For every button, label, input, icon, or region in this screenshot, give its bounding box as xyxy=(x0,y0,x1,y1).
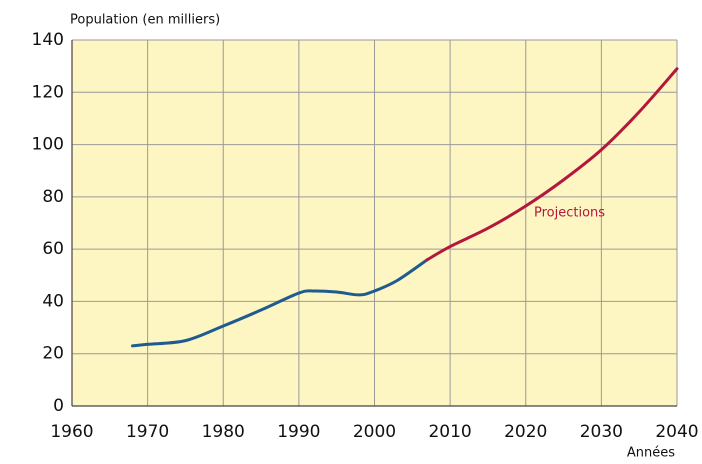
x-axis-label: Années xyxy=(627,446,675,461)
x-tick-label: 1970 xyxy=(126,422,169,442)
y-tick-label: 40 xyxy=(42,291,64,311)
x-tick-label: 2030 xyxy=(580,422,623,442)
x-tick-label: 2010 xyxy=(428,422,471,442)
y-tick-label: 0 xyxy=(53,396,64,416)
y-tick-label: 120 xyxy=(32,82,64,102)
series-line xyxy=(425,67,679,262)
y-tick-label: 80 xyxy=(42,187,64,207)
x-tick-label: 1960 xyxy=(50,422,93,442)
y-tick-label: 60 xyxy=(42,239,64,259)
x-tick-label: 2020 xyxy=(504,422,547,442)
x-tick-label: 2000 xyxy=(353,422,396,442)
x-tick-label: 1990 xyxy=(277,422,320,442)
series-annotation: Projections xyxy=(534,206,605,221)
y-tick-label: 140 xyxy=(32,30,64,50)
x-tick-label: 1980 xyxy=(202,422,245,442)
x-tick-label: 2040 xyxy=(655,422,698,442)
y-axis-label: Population (en milliers) xyxy=(70,13,220,28)
series-line xyxy=(131,258,429,348)
y-tick-label: 100 xyxy=(32,135,64,155)
y-tick-label: 20 xyxy=(42,344,64,364)
